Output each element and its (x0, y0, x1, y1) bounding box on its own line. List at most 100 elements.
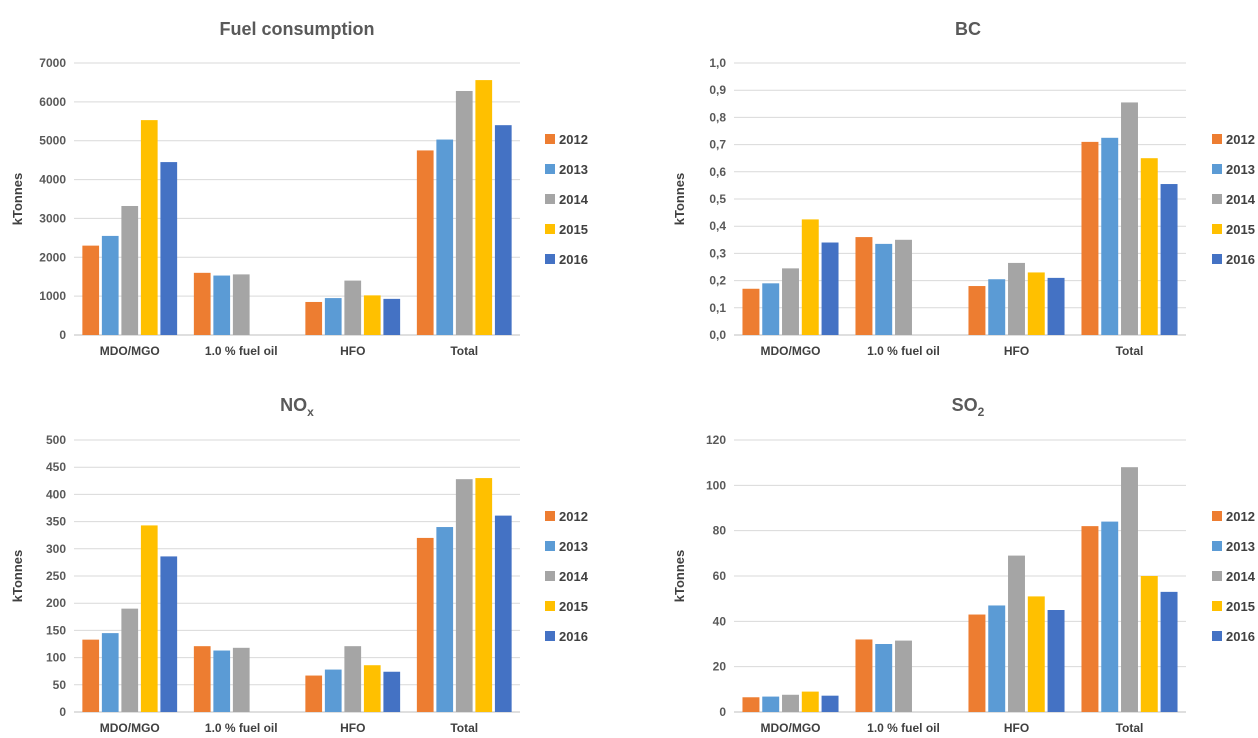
y-tick-label: 100 (46, 651, 66, 665)
y-axis-label: kTonnes (672, 550, 687, 603)
bar-2014 (232, 274, 250, 335)
bar-2016 (1160, 184, 1178, 335)
y-tick-label: 350 (46, 515, 66, 529)
bar-2015 (1027, 596, 1045, 712)
bar-2014 (344, 646, 362, 712)
bar-2012 (855, 639, 873, 712)
bar-2013 (762, 283, 780, 335)
bar-2012 (1081, 526, 1099, 712)
x-tick-label: MDO/MGO (761, 721, 821, 735)
bar-2013 (988, 279, 1006, 335)
bar-2016 (160, 162, 178, 335)
y-tick-label: 50 (53, 678, 67, 692)
bar-2014 (455, 479, 473, 712)
bar-2014 (782, 268, 799, 335)
y-tick-label: 200 (46, 596, 66, 610)
x-tick-label: 1.0 % fuel oil (205, 721, 278, 735)
y-tick-label: 100 (706, 478, 726, 492)
legend-label: 2016 (559, 252, 588, 267)
bar-2015 (801, 219, 819, 335)
bar-2012 (305, 675, 323, 712)
legend-label: 2013 (1226, 539, 1255, 554)
y-tick-label: 0,4 (709, 219, 726, 233)
bar-2016 (383, 671, 401, 712)
x-tick-label: MDO/MGO (100, 721, 160, 735)
y-tick-label: 0,1 (709, 301, 726, 315)
y-tick-label: 3000 (39, 211, 66, 225)
bar-2012 (82, 245, 100, 335)
legend-swatch-2012 (545, 134, 555, 144)
legend-swatch-2015 (545, 601, 555, 611)
y-tick-label: 0,5 (709, 192, 726, 206)
chart-panel-1: Fuel consumption 0 1000 2000 3000 4000 5000 600… (10, 19, 589, 358)
legend-label: 2013 (559, 162, 588, 177)
legend-swatch-2015 (545, 224, 555, 234)
legend-label: 2016 (1226, 252, 1255, 267)
y-tick-label: 80 (713, 524, 727, 538)
x-tick-label: HFO (1004, 721, 1029, 735)
bar-2013 (213, 275, 231, 335)
legend-label: 2013 (559, 539, 588, 554)
chart-title: Fuel consumption (220, 19, 375, 39)
bar-2012 (968, 614, 986, 712)
y-tick-label: 0,7 (709, 138, 726, 152)
legend-label: 2014 (1226, 569, 1256, 584)
bar-2015 (1027, 272, 1045, 335)
y-tick-label: 0,8 (709, 110, 726, 124)
legend-swatch-2014 (1212, 194, 1222, 204)
y-tick-label: 1000 (39, 289, 66, 303)
legend-swatch-2016 (1212, 254, 1222, 264)
legend-label: 2016 (559, 629, 588, 644)
bar-2015 (801, 691, 819, 712)
legend-swatch-2015 (1212, 601, 1222, 611)
legend-label: 2015 (559, 222, 588, 237)
bar-2014 (1008, 555, 1025, 712)
y-axis-label: kTonnes (10, 550, 25, 603)
bar-2013 (762, 696, 780, 712)
y-tick-label: 7000 (39, 56, 66, 70)
bar-2013 (1101, 521, 1119, 712)
bar-2012 (305, 301, 323, 335)
legend-swatch-2016 (545, 631, 555, 641)
bar-2014 (895, 640, 912, 712)
y-tick-label: 0,6 (709, 165, 726, 179)
x-tick-label: Total (1116, 721, 1144, 735)
x-tick-label: Total (1116, 344, 1144, 358)
chart-panel-4: SO2 0 20 40 60 80 100 120 kTonnes MDO/MGO 1.0 % fu… (672, 395, 1256, 735)
bar-2014 (1121, 102, 1138, 335)
bar-2013 (101, 633, 119, 712)
bar-2015 (140, 525, 158, 712)
bar-2014 (782, 694, 799, 712)
bar-2015 (363, 295, 381, 335)
bar-2014 (232, 647, 250, 712)
legend-label: 2013 (1226, 162, 1255, 177)
y-axis-label: kTonnes (672, 173, 687, 226)
chart-title: NOx (280, 395, 314, 419)
y-tick-label: 0,3 (709, 246, 726, 260)
legend-swatch-2016 (1212, 631, 1222, 641)
bar-2016 (1047, 277, 1065, 335)
bar-2016 (383, 298, 401, 335)
bar-2016 (821, 695, 839, 712)
x-tick-label: 1.0 % fuel oil (205, 344, 278, 358)
legend-label: 2015 (1226, 599, 1255, 614)
legend-swatch-2014 (1212, 571, 1222, 581)
bar-2016 (160, 556, 178, 712)
x-tick-label: MDO/MGO (100, 344, 160, 358)
bar-2014 (1121, 467, 1138, 712)
y-tick-label: 250 (46, 569, 66, 583)
y-tick-label: 6000 (39, 95, 66, 109)
legend-swatch-2013 (545, 541, 555, 551)
bar-2013 (875, 644, 893, 712)
bar-2016 (494, 125, 512, 336)
legend-swatch-2015 (1212, 224, 1222, 234)
bar-2013 (436, 527, 454, 712)
y-tick-label: 0 (719, 705, 726, 719)
bar-2013 (1101, 137, 1119, 335)
chart-panel-3: NOx 0 50 100 150 200 250 300 350 400 450 500 kTonnes… (10, 395, 589, 735)
bar-2015 (1140, 158, 1158, 335)
bar-2014 (121, 608, 139, 712)
bar-2012 (1081, 141, 1099, 335)
legend-label: 2012 (559, 132, 588, 147)
legend-swatch-2013 (1212, 541, 1222, 551)
